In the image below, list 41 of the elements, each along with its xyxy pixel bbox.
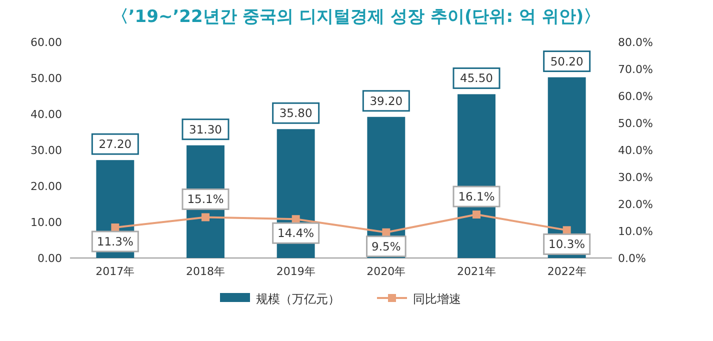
y2-tick-label: 60.0% — [618, 90, 653, 103]
data-label: 14.4% — [278, 226, 314, 240]
data-label: 16.1% — [458, 190, 495, 204]
point — [202, 213, 210, 222]
data-label: 45.50 — [460, 71, 493, 86]
y-tick-label: 60.00 — [30, 36, 62, 49]
y2-tick-label: 30.0% — [618, 171, 653, 184]
chart-title: 〈’19~’22년간 중국의 디지털경제 성장 추이(단위: 억 위안)〉 — [111, 7, 601, 27]
y2-tick-label: 50.0% — [618, 117, 653, 130]
y2-tick-label: 40.0% — [618, 144, 653, 157]
point — [562, 226, 571, 234]
data-label: 15.1% — [187, 192, 224, 206]
x-tick-label: 2022年 — [547, 265, 586, 278]
data-label: 27.20 — [98, 137, 132, 152]
data-label: 39.20 — [370, 94, 403, 108]
data-label: 10.3% — [548, 237, 586, 252]
x-tick-label: 2020年 — [366, 265, 406, 278]
legend-label: 同比增速 — [413, 292, 461, 306]
data-label: 9.5% — [372, 239, 401, 254]
y2-tick-label: 20.0% — [618, 198, 653, 211]
y2-tick-label: 10.0% — [618, 225, 653, 238]
data-label: 35.80 — [279, 106, 312, 120]
y2-tick-label: 70.0% — [618, 63, 653, 76]
data-label: 11.3% — [96, 234, 134, 248]
data-label: 31.30 — [189, 122, 222, 136]
y-tick-label: 20.00 — [30, 180, 62, 193]
legend-label: 规模（万亿元） — [256, 292, 340, 306]
y-tick-label: 40.00 — [30, 108, 62, 121]
y-tick-label: 10.00 — [30, 216, 62, 229]
x-tick-label: 2018年 — [186, 265, 225, 278]
y-tick-label: 50.00 — [30, 72, 62, 85]
data-label: 50.20 — [550, 54, 584, 68]
x-tick-label: 2019年 — [276, 265, 316, 278]
y2-tick-label: 80.0% — [618, 36, 653, 49]
y2-tick-label: 0.0% — [618, 252, 646, 265]
point — [292, 215, 300, 224]
point — [472, 210, 480, 219]
x-tick-label: 2021年 — [457, 265, 496, 278]
x-tick-label: 2017年 — [96, 265, 135, 278]
y-tick-label: 30.00 — [30, 144, 62, 157]
y-tick-label: 0.00 — [38, 252, 62, 265]
